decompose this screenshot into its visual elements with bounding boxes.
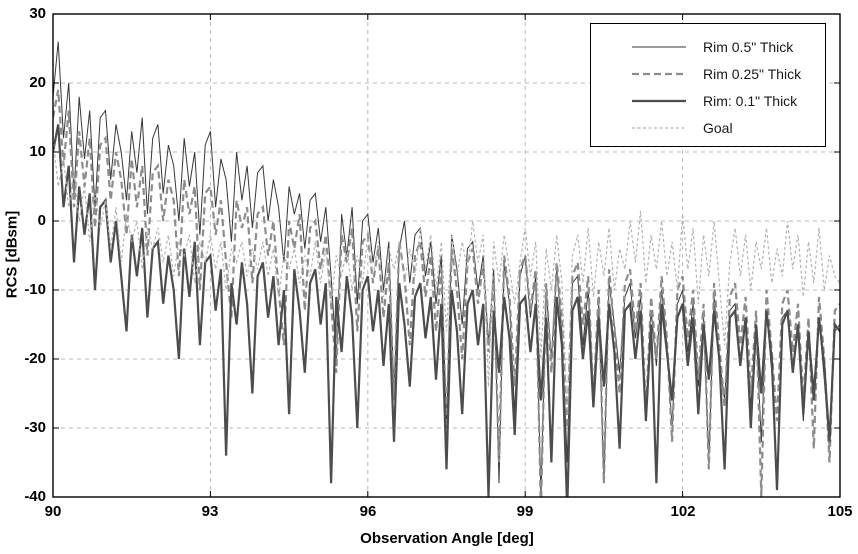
y-tick-label: 10 xyxy=(29,143,46,160)
legend-label: Rim: 0.1" Thick xyxy=(703,92,798,109)
legend-line-rim-05-icon xyxy=(631,43,687,51)
y-tick-label: -40 xyxy=(24,488,46,505)
y-axis-label: RCS [dBsm] xyxy=(3,210,21,299)
x-tick-label: 96 xyxy=(359,503,377,520)
y-tick-label: -10 xyxy=(24,281,46,298)
series-rim-0-1-thick xyxy=(53,124,840,497)
x-tick-label: 93 xyxy=(201,503,219,520)
legend-item-rim-05: Rim 0.5" Thick xyxy=(591,33,825,60)
y-tick-label: -30 xyxy=(24,419,46,436)
x-tick-label: 102 xyxy=(670,503,696,520)
legend-line-goal-icon xyxy=(631,124,687,132)
legend-item-goal: Goal xyxy=(591,114,825,141)
series-goal xyxy=(53,138,840,415)
legend-item-rim-01: Rim: 0.1" Thick xyxy=(591,87,825,114)
series-group xyxy=(53,41,840,497)
x-tick-label: 90 xyxy=(44,503,62,520)
legend-line-rim-01-icon xyxy=(631,97,687,105)
y-tick-label: -20 xyxy=(24,350,46,367)
legend-label: Goal xyxy=(703,119,733,136)
y-tick-label: 20 xyxy=(29,74,46,91)
x-axis-label: Observation Angle [deg] xyxy=(360,530,534,547)
legend-line-rim-025-icon xyxy=(631,70,687,78)
series-rim-0-25-thick xyxy=(53,89,840,497)
legend-label: Rim 0.5" Thick xyxy=(703,38,794,55)
legend-label: Rim 0.25" Thick xyxy=(703,65,802,82)
axes-box xyxy=(52,13,841,498)
y-tick-label: 0 xyxy=(37,212,46,229)
legend-item-rim-025: Rim 0.25" Thick xyxy=(591,60,825,87)
y-tick-label: 30 xyxy=(29,5,46,22)
legend: Rim 0.5" Thick Rim 0.25" Thick Rim: 0.1"… xyxy=(590,23,826,147)
x-tick-label: 105 xyxy=(827,503,853,520)
x-tick-label: 99 xyxy=(516,503,534,520)
